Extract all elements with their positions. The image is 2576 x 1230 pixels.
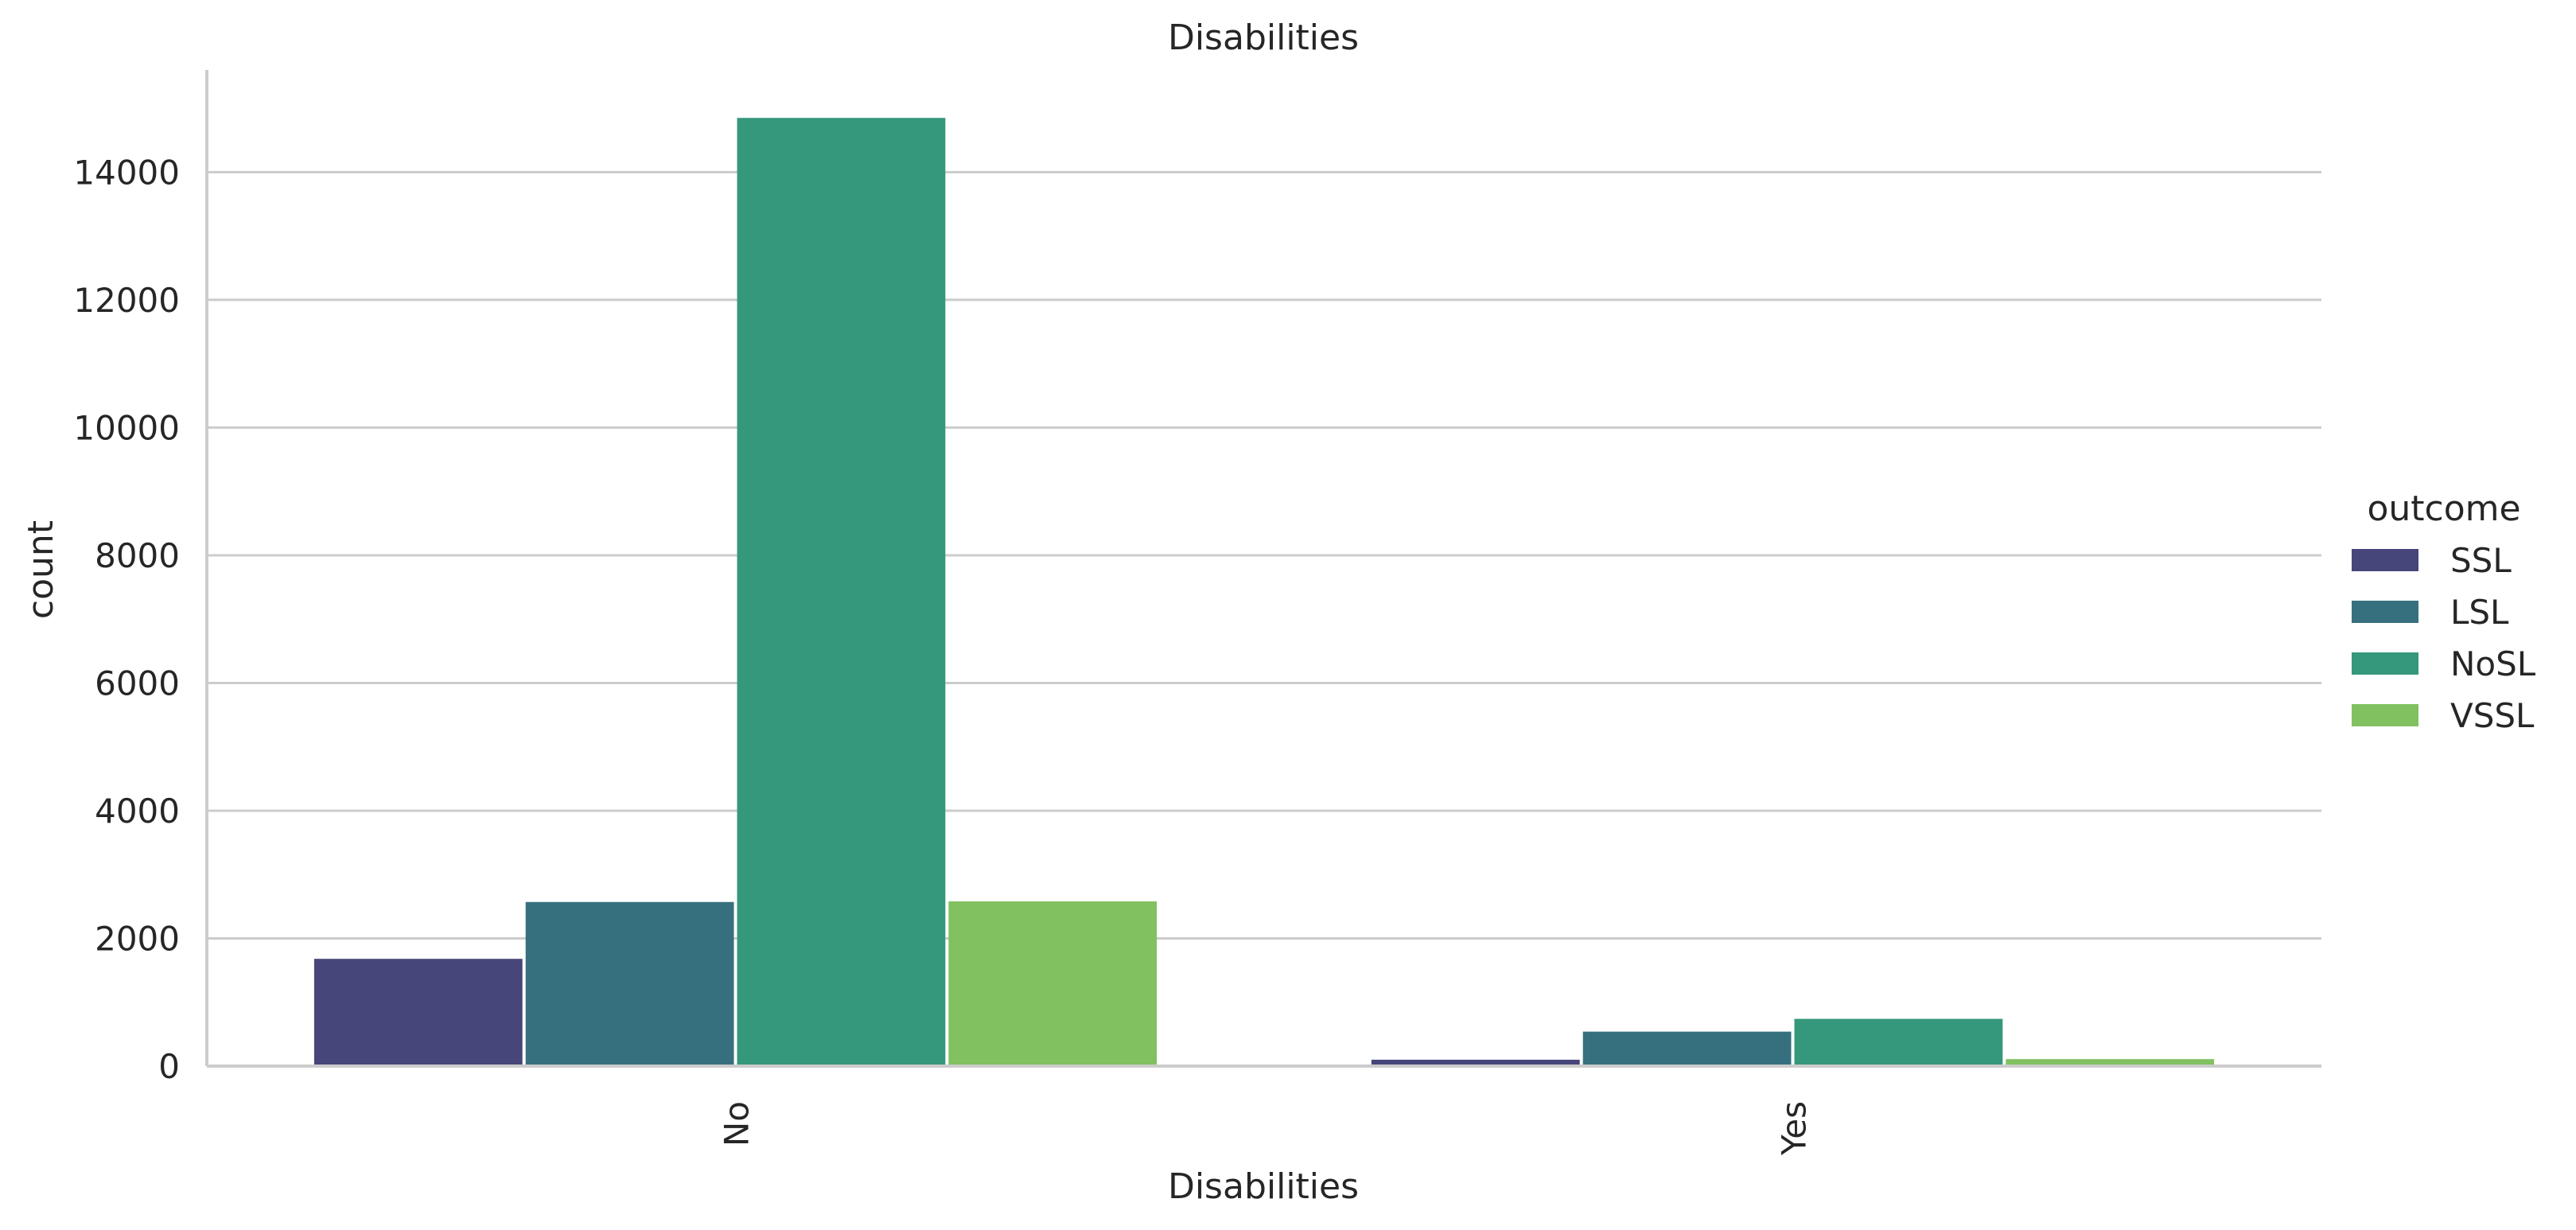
legend: outcome SSL LSL NoSL VSSL xyxy=(2352,488,2536,735)
bar-nosl-yes xyxy=(1794,1018,2003,1066)
legend-swatch-nosl xyxy=(2352,652,2418,675)
bar-ssl-yes xyxy=(1371,1059,1580,1066)
bar-nosl-no xyxy=(737,118,946,1067)
grid xyxy=(207,170,2321,1068)
chart-title: Disabilities xyxy=(1168,18,1359,58)
y-tick-label: 8000 xyxy=(95,536,180,575)
bar-lsl-no xyxy=(525,901,734,1066)
y-tick-label: 4000 xyxy=(95,792,180,831)
legend-label-vssl: VSSL xyxy=(2450,696,2535,735)
y-tick-label: 14000 xyxy=(73,153,180,192)
legend-swatch-vssl xyxy=(2352,704,2418,726)
axes xyxy=(205,70,2321,1068)
legend-title: outcome xyxy=(2367,488,2520,529)
legend-swatch-lsl xyxy=(2352,601,2418,623)
bar-vssl-no xyxy=(948,901,1158,1066)
bar-lsl-yes xyxy=(1582,1031,1792,1066)
y-tick-label: 6000 xyxy=(95,664,180,703)
legend-label-lsl: LSL xyxy=(2450,593,2509,632)
y-tick-label: 10000 xyxy=(73,408,180,447)
x-tick-label: Yes xyxy=(1775,1101,1814,1156)
y-tick-label: 12000 xyxy=(73,281,180,320)
bar-vssl-yes xyxy=(2006,1059,2215,1066)
bars xyxy=(313,118,2215,1067)
y-tick-label: 2000 xyxy=(95,919,180,958)
x-axis-label: Disabilities xyxy=(1168,1166,1359,1207)
y-tick-label: 0 xyxy=(158,1047,180,1086)
x-tick-label: No xyxy=(718,1101,757,1146)
y-axis-label: count xyxy=(21,520,61,619)
legend-label-ssl: SSL xyxy=(2450,541,2512,580)
ticks: 0 2000 4000 6000 8000 10000 12000 14000 No Yes xyxy=(73,153,1813,1155)
legend-label-nosl: NoSL xyxy=(2450,644,2536,683)
bar-ssl-no xyxy=(313,959,523,1066)
legend-swatch-ssl xyxy=(2352,549,2418,571)
